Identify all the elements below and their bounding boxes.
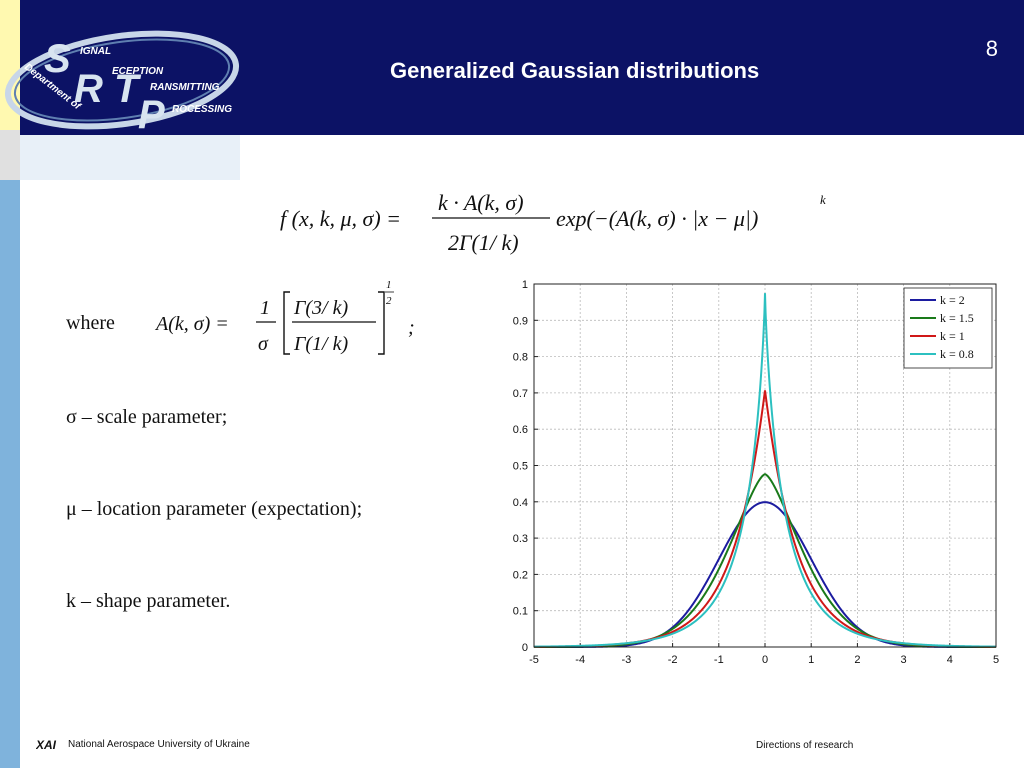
y-tick-label: 0.7 xyxy=(513,388,528,400)
a-power-den: 2 xyxy=(386,295,392,307)
logo-letter-s: S xyxy=(44,37,71,81)
footer-section: Directions of research xyxy=(756,740,854,751)
footer-left: XAI National Aerospace University of Ukr… xyxy=(36,738,250,750)
y-tick-label: 0.9 xyxy=(513,315,528,327)
header-shade xyxy=(20,135,240,180)
x-tick-label: 0 xyxy=(762,654,768,666)
header-bar xyxy=(20,0,1024,135)
logo-letter-r: R xyxy=(74,67,103,111)
logo-word-processing: ROCESSING xyxy=(172,104,232,115)
x-tick-label: -3 xyxy=(622,654,632,666)
formula-power: k xyxy=(820,192,826,207)
x-tick-label: -2 xyxy=(668,654,678,666)
formula-denominator: 2Γ(1/ k) xyxy=(448,230,519,255)
formula-lhs: f (x, k, μ, σ) = xyxy=(280,206,401,231)
formula-numerator: k · A(k, σ) xyxy=(438,190,524,215)
x-tick-label: 3 xyxy=(901,654,907,666)
logo-word-signal: IGNAL xyxy=(80,46,111,57)
xai-logo-icon: XAI xyxy=(36,738,57,750)
legend-label: k = 2 xyxy=(940,293,965,307)
x-tick-label: 2 xyxy=(854,654,860,666)
xai-logo-text: XAI xyxy=(36,738,57,750)
chart-legend: k = 2 k = 1.5 k = 1 k = 0.8 xyxy=(903,287,993,369)
slide-title: Generalized Gaussian distributions xyxy=(390,58,760,83)
footer-university: National Aerospace University of Ukraine xyxy=(68,738,250,750)
x-tick-label: 5 xyxy=(993,654,999,666)
x-tick-label: -5 xyxy=(529,654,539,666)
x-tick-label: -1 xyxy=(714,654,724,666)
logo-word-reception: ECEPTION xyxy=(112,66,164,77)
chart-frame xyxy=(533,283,997,648)
y-tick-label: 0.1 xyxy=(513,606,528,618)
a-power-num: 1 xyxy=(386,279,392,291)
bullet-scale: σ – scale parameter; xyxy=(66,406,228,428)
logo-letter-t: T xyxy=(114,67,142,111)
y-tick-label: 0.4 xyxy=(513,497,528,509)
slide-number: 8 xyxy=(985,36,998,61)
formula-exponential: exp(−(A(k, σ) · |x − μ|) xyxy=(556,206,758,231)
y-tick-label: 1 xyxy=(522,279,528,291)
sidebar-gray-strip xyxy=(0,130,20,180)
legend-label: k = 1 xyxy=(940,329,965,343)
srtp-logo: S R T P IGNAL ECEPTION RANSMITTING ROCES… xyxy=(4,30,240,137)
y-tick-label: 0.2 xyxy=(513,569,528,581)
distribution-chart: -5 -4 -3 -2 -1 0 1 2 3 4 5 0 0.1 0.2 0.3 0.4 0.5 0.6 0.7 0… xyxy=(513,279,999,666)
x-tick-label: 1 xyxy=(808,654,814,666)
bullet-shape: k – shape parameter. xyxy=(66,590,231,612)
legend-label: k = 0.8 xyxy=(940,347,974,361)
a-inner-num: Γ(3/ k) xyxy=(293,297,348,319)
logo-word-transmitting: RANSMITTING xyxy=(150,82,220,93)
main-formula: f (x, k, μ, σ) = k · A(k, σ) 2Γ(1/ k) ex… xyxy=(280,190,826,255)
a-inner-den: Γ(1/ k) xyxy=(293,333,348,355)
where-label: where xyxy=(66,312,115,334)
x-tick-label: -4 xyxy=(575,654,585,666)
a-lhs: A(k, σ) = xyxy=(154,313,229,335)
y-tick-label: 0.8 xyxy=(513,352,528,364)
sidebar-blue-strip xyxy=(0,180,20,768)
x-tick-label: 4 xyxy=(947,654,953,666)
a-frac-den: σ xyxy=(258,333,269,355)
legend-label: k = 1.5 xyxy=(940,311,974,325)
bullet-location: μ – location parameter (expectation); xyxy=(66,498,363,520)
y-tick-label: 0.5 xyxy=(513,461,528,473)
y-tick-label: 0.3 xyxy=(513,533,528,545)
a-semicolon: ; xyxy=(408,317,415,339)
a-frac-num: 1 xyxy=(260,297,270,319)
y-tick-label: 0.6 xyxy=(513,424,528,436)
logo-letter-p: P xyxy=(138,93,165,137)
y-tick-label: 0 xyxy=(522,642,528,654)
a-formula: A(k, σ) = 1 σ Γ(3/ k) Γ(1/ k) 1 2 ; xyxy=(154,279,415,355)
series-line-3 xyxy=(533,293,997,648)
